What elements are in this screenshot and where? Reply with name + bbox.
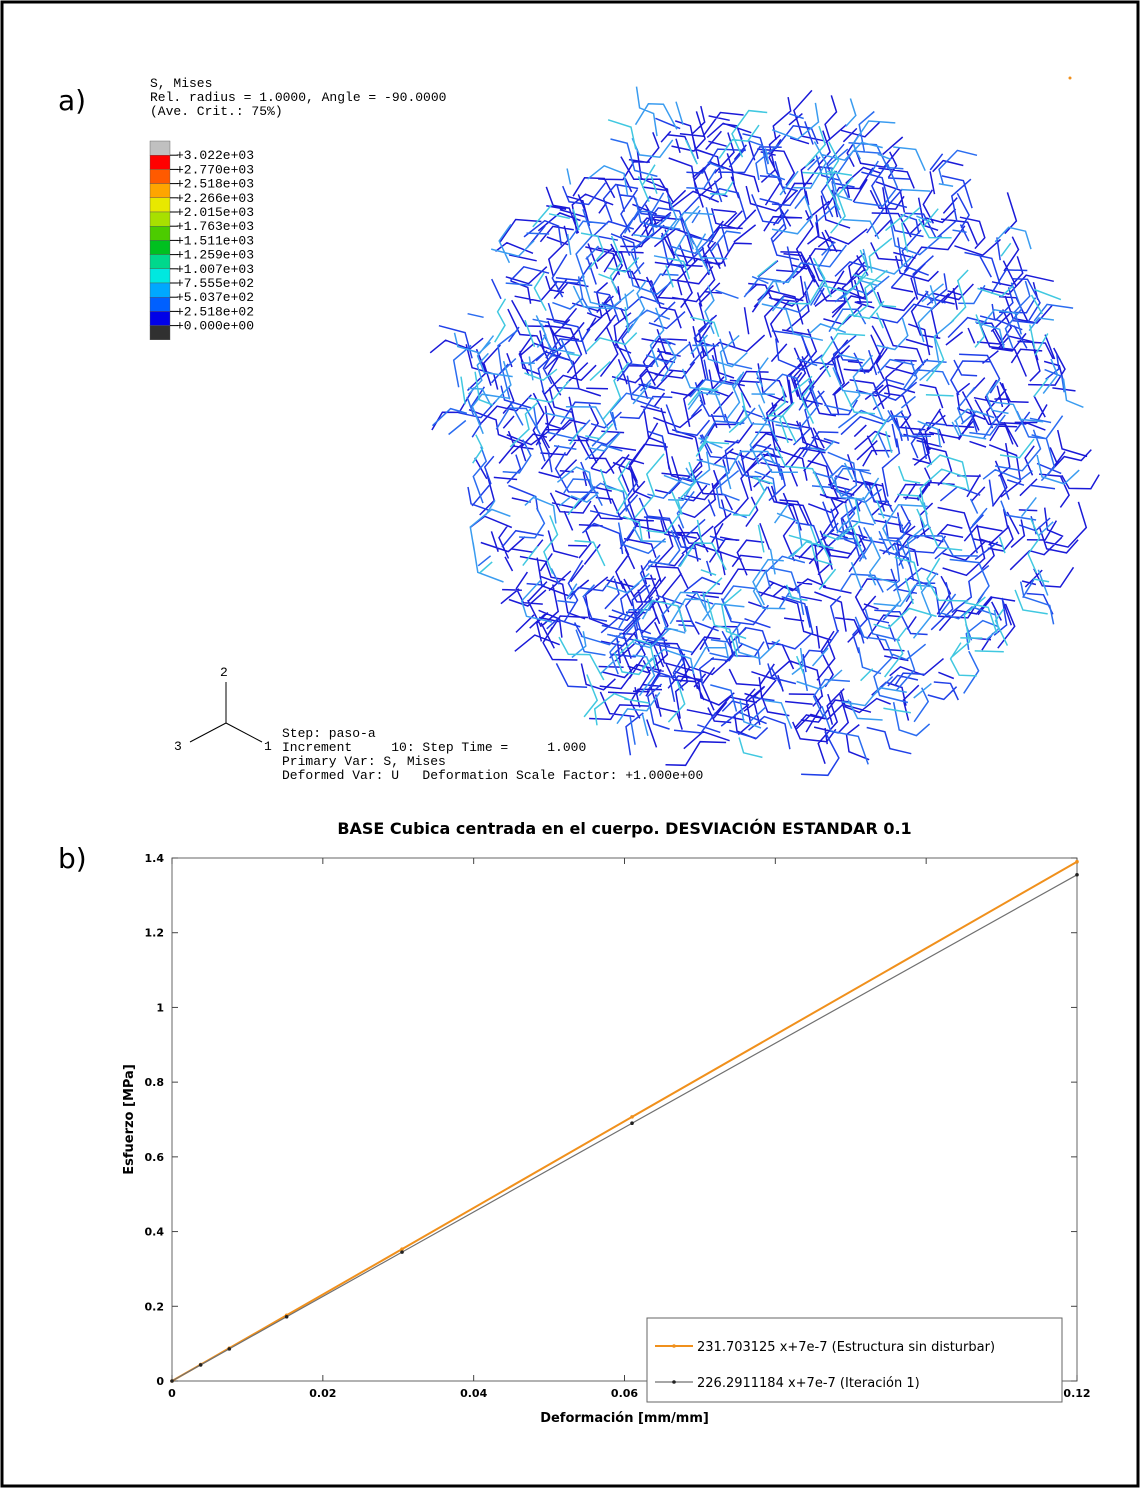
legend-label: +1.511e+03: [176, 233, 254, 248]
legend-marker: [672, 1344, 676, 1348]
color-swatch: [149, 325, 171, 341]
x-tick-label: 0.06: [611, 1387, 638, 1400]
color-swatch: [149, 154, 171, 170]
data-point: [1075, 873, 1079, 877]
y-tick-label: 0: [156, 1375, 164, 1388]
y-tick-label: 0.2: [145, 1300, 165, 1313]
y-tick-label: 1: [156, 1001, 164, 1014]
x-tick-label: 0.12: [1063, 1387, 1090, 1400]
step-info: Step: paso-a: [282, 726, 376, 741]
y-tick-label: 1.4: [145, 852, 165, 865]
axis-arrow: [189, 722, 227, 743]
legend-label: +0.000e+00: [176, 319, 254, 334]
color-swatch: [149, 183, 171, 199]
color-swatch: [149, 197, 171, 213]
panel-label: a): [58, 84, 86, 117]
data-point: [284, 1314, 289, 1319]
data-point: [1075, 859, 1079, 864]
legend-marker: [672, 1380, 676, 1384]
color-swatch: [149, 140, 171, 156]
legend-label: 231.703125 x+7e-7 (Estructura sin distur…: [697, 1340, 995, 1355]
color-swatch: [149, 254, 171, 270]
data-point: [198, 1363, 203, 1367]
legend-label: +3.022e+03: [176, 148, 254, 163]
color-swatch: [149, 297, 171, 312]
color-swatch: [149, 169, 171, 184]
legend-header: S, Mises: [150, 76, 212, 91]
triad-label: 1: [264, 739, 272, 754]
data-point: [400, 1247, 404, 1251]
mesh-strut: [438, 117, 1062, 777]
legend-label: +2.770e+03: [176, 162, 254, 177]
legend-label: +1.259e+03: [176, 248, 254, 263]
panel-label: b): [58, 842, 87, 875]
legend-label: 226.2911184 x+7e-7 (Iteración 1): [697, 1376, 920, 1391]
color-swatch: [149, 211, 171, 227]
color-swatch: [149, 311, 171, 326]
data-point: [227, 1347, 232, 1351]
axis-arrow: [225, 722, 263, 743]
legend-label: +2.518e+03: [176, 177, 254, 192]
y-tick-label: 0.4: [145, 1226, 165, 1239]
legend-header: (Ave. Crit.: 75%): [150, 104, 283, 119]
y-tick-label: 0.6: [145, 1151, 165, 1164]
step-info: Deformed Var: U Deformation Scale Factor…: [282, 768, 703, 783]
data-point: [630, 1115, 634, 1119]
step-info: Increment 10: Step Time = 1.000: [282, 740, 586, 755]
marker-dot: [1068, 76, 1072, 80]
y-tick-label: 1.2: [145, 927, 165, 940]
legend-label: +1.763e+03: [176, 219, 254, 234]
chart-title: BASE Cubica centrada en el cuerpo. DESVI…: [337, 819, 911, 838]
data-point: [400, 1250, 404, 1254]
x-tick-label: 0: [168, 1387, 176, 1400]
x-tick-label: 0.02: [309, 1387, 336, 1400]
x-tick-label: 0.04: [460, 1387, 487, 1400]
color-swatch: [149, 240, 171, 255]
data-point: [170, 1379, 174, 1383]
legend-label: +2.518e+02: [176, 304, 254, 319]
legend-label: +5.037e+02: [176, 290, 254, 305]
color-swatch: [149, 225, 171, 241]
triad: [189, 682, 263, 743]
legend-label: +7.555e+02: [176, 276, 254, 291]
legend-label: +2.266e+03: [176, 191, 254, 206]
legend-header: Rel. radius = 1.0000, Angle = -90.0000: [150, 90, 446, 105]
step-info: Primary Var: S, Mises: [282, 754, 446, 769]
lattice-mesh: [429, 86, 1100, 777]
mesh-strut: [460, 109, 1062, 759]
color-swatch: [149, 268, 171, 284]
triad-label: 2: [220, 665, 228, 680]
legend-box: [646, 1317, 1063, 1403]
legend-label: +2.015e+03: [176, 205, 254, 220]
data-point: [630, 1121, 634, 1126]
legend-label: +1.007e+03: [176, 262, 254, 277]
triad-label: 3: [174, 739, 182, 754]
y-axis-label: Esfuerzo [MPa]: [122, 1064, 137, 1175]
x-axis-label: Deformación [mm/mm]: [540, 1411, 709, 1426]
color-swatch: [149, 282, 171, 298]
y-tick-label: 0.8: [145, 1076, 165, 1089]
